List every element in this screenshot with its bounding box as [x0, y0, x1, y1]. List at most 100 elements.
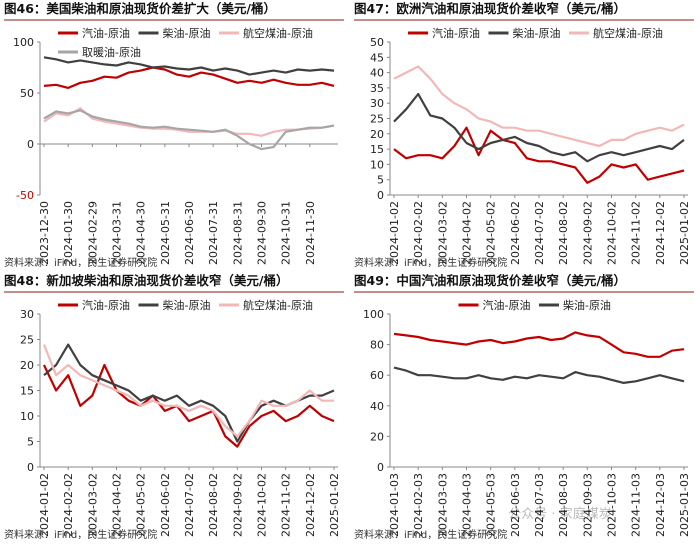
- chart-title: 图47：欧洲汽油和原油现货价差收窄（美元/桶）: [354, 1, 626, 16]
- y-tick-label: 10: [370, 158, 384, 171]
- x-tick-label: 2024-03-31: [111, 201, 124, 265]
- y-tick-label: 30: [370, 97, 384, 110]
- x-tick-label: 2024-08-02: [207, 473, 220, 537]
- x-tick-label: 2025-01-02: [678, 201, 691, 265]
- y-tick-label: 0: [27, 461, 34, 474]
- x-tick-label: 2024-03-02: [436, 201, 449, 265]
- legend-label: 汽油-原油: [432, 26, 480, 40]
- x-tick-label: 2024-07-31: [207, 201, 220, 265]
- y-tick-label: 20: [370, 128, 384, 141]
- x-tick-label: 2024-03-03: [436, 473, 449, 537]
- legend-label: 航空煤油-原油: [243, 26, 313, 40]
- chart-title: 图49：中国汽油和原油现货价差收窄（美元/桶）: [354, 273, 626, 288]
- y-tick-label: 5: [27, 436, 34, 449]
- x-tick-label: 2024-09-02: [231, 473, 244, 537]
- legend-label: 汽油-原油: [82, 26, 130, 40]
- legend-label: 柴油-原油: [163, 26, 211, 40]
- x-tick-label: 2024-01-03: [388, 473, 401, 537]
- x-tick-label: 2024-10-03: [606, 473, 619, 537]
- x-tick-label: 2024-11-03: [630, 473, 643, 537]
- x-tick-label: 2024-09-03: [581, 473, 594, 537]
- series-line: [43, 363, 335, 448]
- y-tick-label: 60: [370, 369, 384, 382]
- x-tick-label: 2024-01-02: [38, 473, 51, 537]
- x-tick-label: 2024-03-02: [86, 473, 99, 537]
- y-tick-label: 0: [377, 461, 384, 474]
- x-tick-label: 2024-11-02: [630, 201, 643, 265]
- source-note: 资料来源：iFind，民生证券研究院: [354, 528, 507, 541]
- x-tick-label: 2024-11-02: [280, 473, 293, 537]
- x-tick-label: 2024-07-03: [533, 473, 546, 537]
- x-tick-label: 2024-01-02: [388, 201, 401, 265]
- y-tick-label: 40: [370, 67, 384, 80]
- x-tick-label: 2024-02-02: [412, 201, 425, 265]
- y-tick-label: 20: [20, 359, 34, 372]
- source-note: 资料来源：iFind，民生证券研究院: [4, 528, 157, 541]
- y-tick-label: 30: [20, 308, 34, 321]
- x-tick-label: 2024-12-03: [654, 473, 667, 537]
- y-tick-label: 15: [370, 143, 384, 156]
- x-tick-label: 2024-08-03: [557, 473, 570, 537]
- x-tick-label: 2025-01-02: [328, 473, 341, 537]
- y-tick-label: 80: [370, 339, 384, 352]
- series-line: [393, 65, 685, 148]
- source-note: 资料来源：iFind，民生证券研究院: [4, 256, 157, 269]
- series-line: [43, 107, 335, 137]
- y-tick-label: 40: [370, 400, 384, 413]
- chart-title: 图48：新加坡柴油和原油现货价差收窄（美元/桶）: [4, 273, 288, 288]
- x-tick-label: 2025-01-03: [678, 473, 691, 537]
- legend-label: 航空煤油-原油: [243, 298, 313, 312]
- legend-label: 取暖油-原油: [82, 45, 141, 59]
- x-tick-label: 2024-04-03: [461, 473, 474, 537]
- x-tick-label: 2024-05-31: [159, 201, 172, 265]
- x-tick-label: 2023-12-30: [38, 201, 51, 265]
- series-line: [42, 344, 334, 438]
- x-tick-label: 2024-08-31: [231, 201, 244, 265]
- series-line: [393, 366, 685, 384]
- y-tick-label: 0: [27, 138, 34, 151]
- x-tick-label: 2024-06-30: [183, 201, 196, 265]
- y-tick-label: 100: [13, 36, 34, 49]
- series-line: [43, 66, 335, 89]
- x-tick-label: 2024-04-02: [111, 473, 124, 537]
- legend-label: 航空煤油-原油: [593, 26, 663, 40]
- x-tick-label: 2024-12-02: [654, 201, 667, 265]
- legend-label: 汽油-原油: [82, 298, 130, 312]
- y-tick-label: 10: [20, 410, 34, 423]
- x-tick-label: 2024-02-03: [412, 473, 425, 537]
- x-tick-label: 2024-11-30: [304, 201, 317, 265]
- legend-label: 汽油-原油: [483, 298, 531, 312]
- series-line: [393, 331, 685, 358]
- y-tick-label: 50: [20, 87, 34, 100]
- y-tick-label: 35: [370, 82, 384, 95]
- legend-label: 柴油-原油: [513, 26, 561, 40]
- x-tick-label: 2024-08-02: [557, 201, 570, 265]
- legend-label: 柴油-原油: [563, 298, 611, 312]
- y-tick-label: -50: [16, 189, 34, 202]
- y-tick-label: 100: [363, 308, 384, 321]
- x-tick-label: 2024-06-03: [509, 473, 522, 537]
- chart-title: 图46：美国柴油和原油现货价差扩大（美元/桶）: [4, 1, 276, 16]
- x-tick-label: 2024-10-31: [280, 201, 293, 265]
- series-line: [43, 56, 335, 76]
- x-tick-label: 2024-09-02: [581, 201, 594, 265]
- series-line: [393, 126, 685, 184]
- legend-label: 柴油-原油: [163, 298, 211, 312]
- y-tick-label: 50: [370, 36, 384, 49]
- x-tick-label: 2024-02-02: [62, 473, 75, 537]
- x-tick-label: 2024-09-30: [256, 201, 269, 265]
- y-tick-label: 25: [20, 334, 34, 347]
- y-tick-label: 15: [20, 385, 34, 398]
- x-tick-label: 2024-06-02: [509, 201, 522, 265]
- series-line: [393, 92, 685, 163]
- x-tick-label: 2024-07-02: [533, 201, 546, 265]
- x-tick-label: 2024-05-02: [135, 473, 148, 537]
- x-tick-label: 2024-02-29: [86, 201, 99, 265]
- watermark: 公众号 · 家庭煤炭: [508, 506, 611, 522]
- x-tick-label: 2024-12-02: [304, 473, 317, 537]
- x-tick-label: 2024-07-02: [183, 473, 196, 537]
- x-tick-label: 2024-06-02: [159, 473, 172, 537]
- x-tick-label: 2024-04-30: [135, 201, 148, 265]
- x-tick-label: 2024-10-02: [606, 201, 619, 265]
